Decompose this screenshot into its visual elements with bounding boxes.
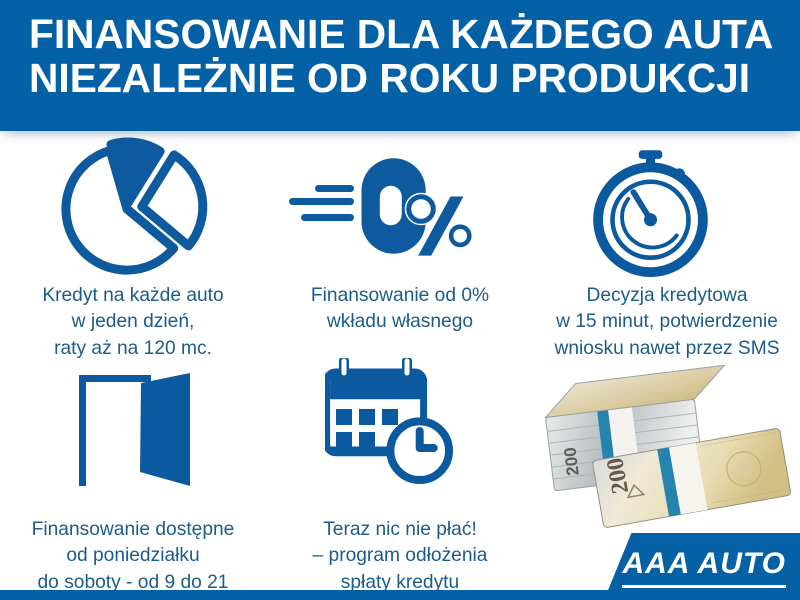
svg-text:200: 200 [560, 446, 582, 476]
